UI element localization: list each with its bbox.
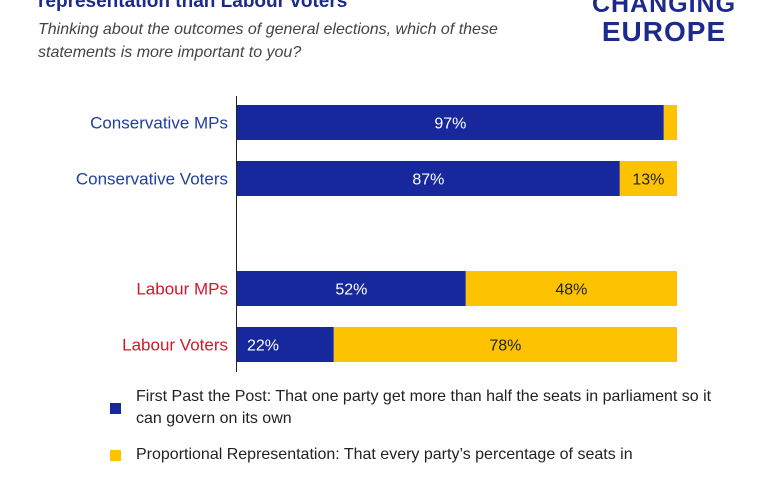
data-label-fptp-labour-voters: 22% xyxy=(247,338,279,355)
ukice-logo: CHANGING EUROPE xyxy=(580,0,748,46)
logo-line-1: CHANGING xyxy=(591,0,737,18)
data-label-pr-labour-mps: 48% xyxy=(555,282,587,299)
data-label-fptp-labour-mps: 52% xyxy=(335,282,367,299)
legend-label-fptp: First Past the Post: That one party get … xyxy=(136,388,712,427)
category-label-conservative-voters: Conservative Voters xyxy=(76,170,228,189)
data-label-pr-conservative-voters: 13% xyxy=(632,172,664,189)
legend-swatch-pr xyxy=(110,450,121,461)
bar-fptp-labour-mps xyxy=(237,271,466,306)
chart-subtitle: Thinking about the outcomes of general e… xyxy=(38,21,498,61)
bar-fptp-labour-voters xyxy=(237,327,334,362)
stacked-bar-chart: Conservative MPs 97% Conservative Voters 87… xyxy=(76,96,677,372)
data-label-fptp-conservative-mps: 97% xyxy=(434,116,466,133)
legend-label-pr: Proportional Representation: That every … xyxy=(136,446,633,463)
legend-item-fptp: First Past the Post: That one party get … xyxy=(110,386,750,430)
bar-pr-labour-mps xyxy=(465,271,677,306)
bar-pr-labour-voters xyxy=(333,327,677,362)
legend: First Past the Post: That one party get … xyxy=(110,386,750,480)
bar-fptp-conservative-mps xyxy=(237,105,664,140)
category-label-conservative-mps: Conservative MPs xyxy=(90,114,228,133)
logo-line-2: EUROPE xyxy=(601,16,727,47)
chart-title: representation than Labour voters xyxy=(38,0,348,12)
legend-swatch-fptp xyxy=(110,403,121,414)
bar-pr-conservative-mps xyxy=(663,105,677,140)
legend-item-pr: Proportional Representation: That every … xyxy=(110,444,750,466)
category-label-labour-mps: Labour MPs xyxy=(136,280,228,299)
category-label-labour-voters: Labour Voters xyxy=(122,336,228,355)
bar-pr-conservative-voters xyxy=(619,161,677,196)
bar-fptp-conservative-voters xyxy=(237,161,620,196)
data-label-fptp-conservative-voters: 87% xyxy=(412,172,444,189)
data-label-pr-labour-voters: 78% xyxy=(489,338,521,355)
